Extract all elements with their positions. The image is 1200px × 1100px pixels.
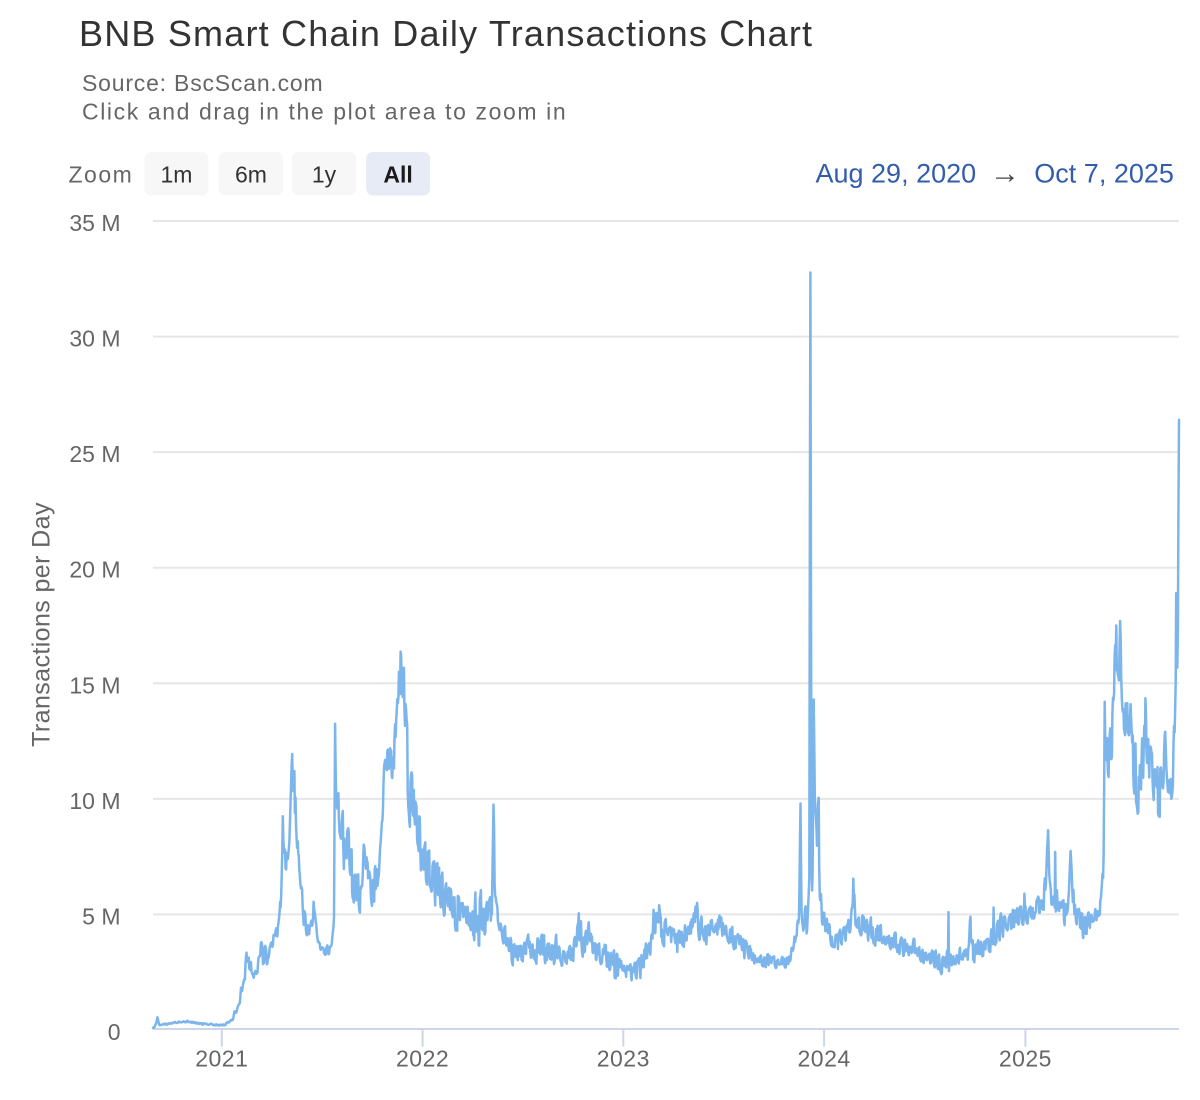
svg-text:35 M: 35 M — [69, 210, 120, 236]
svg-text:All: All — [383, 162, 412, 188]
svg-text:Aug 29, 2020: Aug 29, 2020 — [816, 159, 977, 189]
svg-text:Source: BscScan.com: Source: BscScan.com — [82, 70, 323, 96]
svg-text:6m: 6m — [235, 162, 267, 188]
svg-text:30 M: 30 M — [69, 326, 120, 352]
svg-text:2021: 2021 — [195, 1046, 248, 1072]
svg-text:25 M: 25 M — [69, 441, 120, 467]
svg-text:20 M: 20 M — [69, 557, 120, 583]
svg-text:Transactions per Day: Transactions per Day — [28, 502, 56, 747]
svg-text:5 M: 5 M — [82, 903, 120, 929]
svg-text:2023: 2023 — [597, 1046, 650, 1072]
svg-text:1m: 1m — [161, 162, 193, 188]
svg-text:→: → — [990, 157, 1020, 190]
svg-text:2024: 2024 — [798, 1046, 851, 1072]
svg-text:1y: 1y — [312, 162, 337, 188]
svg-text:BNB Smart Chain Daily Transact: BNB Smart Chain Daily Transactions Chart — [79, 13, 813, 54]
svg-text:Click and drag in the plot are: Click and drag in the plot area to zoom … — [82, 99, 567, 125]
svg-text:2022: 2022 — [396, 1046, 449, 1072]
svg-text:15 M: 15 M — [69, 672, 120, 698]
svg-text:2025: 2025 — [999, 1046, 1052, 1072]
svg-text:Oct 7, 2025: Oct 7, 2025 — [1034, 159, 1174, 189]
svg-text:Zoom: Zoom — [69, 162, 134, 188]
svg-text:0: 0 — [108, 1019, 121, 1045]
svg-text:10 M: 10 M — [69, 788, 120, 814]
